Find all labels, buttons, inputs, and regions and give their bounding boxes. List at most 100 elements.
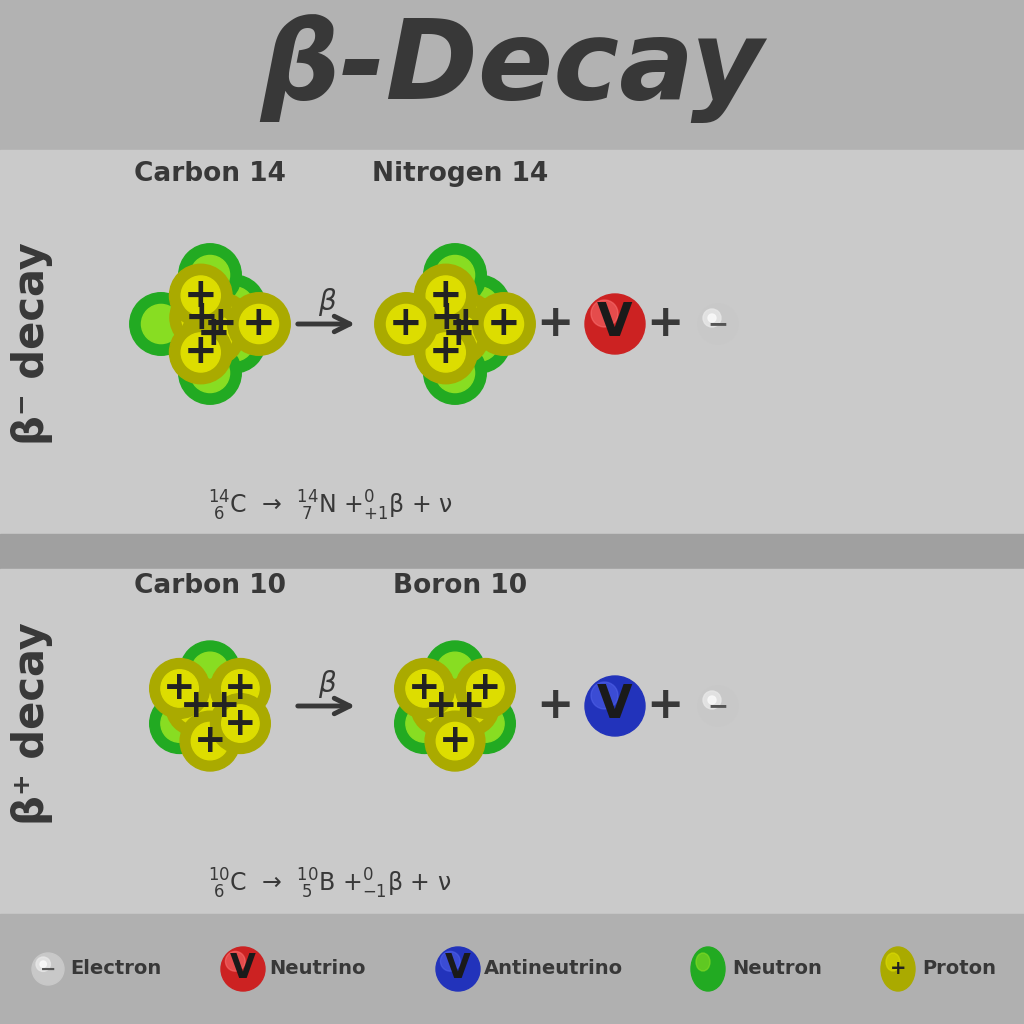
- Text: +: +: [469, 670, 502, 708]
- Circle shape: [415, 299, 477, 361]
- Circle shape: [438, 294, 478, 333]
- Circle shape: [708, 314, 716, 322]
- Circle shape: [386, 304, 426, 344]
- Circle shape: [150, 658, 210, 719]
- Circle shape: [426, 333, 465, 372]
- Circle shape: [591, 682, 618, 709]
- Bar: [0, 914, 1024, 1024]
- Circle shape: [435, 353, 474, 392]
- Circle shape: [425, 712, 485, 771]
- Circle shape: [440, 951, 460, 971]
- Circle shape: [425, 641, 485, 700]
- Text: +: +: [197, 314, 230, 354]
- Text: +: +: [204, 304, 238, 344]
- Text: +: +: [429, 298, 463, 338]
- Text: $\mathregular{^{10}_{\ 6}}$C  →  $\mathregular{^{10}_{\ 5}}$B +$\mathregular{^{0: $\mathregular{^{10}_{\ 6}}$C → $\mathreg…: [209, 867, 452, 901]
- Circle shape: [585, 294, 645, 354]
- Text: +: +: [429, 275, 463, 315]
- Text: V: V: [230, 952, 256, 985]
- Circle shape: [456, 693, 515, 754]
- Circle shape: [181, 298, 221, 337]
- Text: +: +: [194, 722, 226, 760]
- Circle shape: [225, 951, 245, 971]
- Circle shape: [436, 673, 474, 711]
- Text: +: +: [890, 959, 906, 979]
- Circle shape: [698, 686, 738, 726]
- Text: Carbon 10: Carbon 10: [134, 573, 286, 599]
- Circle shape: [427, 303, 489, 366]
- Circle shape: [467, 705, 504, 742]
- Circle shape: [36, 957, 50, 972]
- Text: +: +: [537, 302, 573, 345]
- Circle shape: [473, 293, 536, 355]
- Text: Proton: Proton: [922, 959, 996, 979]
- Circle shape: [436, 701, 474, 739]
- Text: +: +: [438, 722, 471, 760]
- Circle shape: [460, 287, 499, 326]
- Circle shape: [415, 264, 477, 327]
- Circle shape: [425, 690, 485, 751]
- Text: Carbon 14: Carbon 14: [134, 161, 286, 187]
- Circle shape: [191, 722, 228, 760]
- Circle shape: [181, 333, 220, 372]
- Circle shape: [240, 304, 279, 344]
- Text: +: +: [184, 275, 218, 315]
- Text: $\mathregular{^{14}_{\ 6}}$C  →  $\mathregular{^{14}_{\ 7}}$N +$\mathregular{^{0: $\mathregular{^{14}_{\ 6}}$C → $\mathreg…: [208, 488, 453, 523]
- Text: −: −: [40, 959, 56, 979]
- Circle shape: [446, 304, 485, 344]
- Text: +: +: [389, 304, 423, 344]
- Text: +: +: [441, 314, 475, 354]
- Text: +: +: [449, 304, 482, 344]
- Circle shape: [406, 304, 444, 344]
- Circle shape: [698, 304, 738, 344]
- Circle shape: [703, 691, 721, 709]
- Circle shape: [170, 299, 232, 361]
- Circle shape: [181, 275, 220, 315]
- Circle shape: [195, 676, 254, 736]
- Circle shape: [180, 690, 240, 751]
- Circle shape: [703, 309, 721, 327]
- Text: V: V: [445, 952, 471, 985]
- Circle shape: [191, 652, 228, 689]
- Circle shape: [456, 658, 515, 719]
- Text: +: +: [208, 687, 241, 725]
- Circle shape: [439, 676, 500, 736]
- Circle shape: [434, 293, 498, 355]
- Circle shape: [422, 687, 460, 725]
- Circle shape: [460, 322, 499, 361]
- Text: +: +: [646, 684, 684, 727]
- Circle shape: [406, 670, 443, 708]
- Circle shape: [189, 293, 252, 355]
- Circle shape: [170, 287, 232, 349]
- Text: +: +: [184, 333, 218, 373]
- Circle shape: [424, 244, 486, 306]
- Bar: [0, 569, 1024, 914]
- Text: Neutrino: Neutrino: [269, 959, 366, 979]
- Bar: [0, 534, 1024, 569]
- Circle shape: [170, 264, 232, 327]
- Circle shape: [211, 658, 270, 719]
- Circle shape: [194, 294, 232, 333]
- Circle shape: [203, 275, 265, 338]
- Circle shape: [425, 662, 485, 722]
- Ellipse shape: [886, 953, 900, 971]
- Circle shape: [194, 314, 232, 354]
- Circle shape: [411, 676, 471, 736]
- Text: Neutron: Neutron: [732, 959, 822, 979]
- Circle shape: [427, 283, 489, 345]
- Circle shape: [215, 322, 254, 361]
- Circle shape: [148, 293, 211, 355]
- Text: β-Decay: β-Decay: [260, 14, 764, 124]
- Circle shape: [375, 293, 437, 355]
- Text: +: +: [487, 304, 521, 344]
- Circle shape: [451, 687, 488, 725]
- Circle shape: [438, 314, 478, 354]
- Text: +: +: [409, 670, 441, 708]
- Text: β⁺ decay: β⁺ decay: [11, 623, 53, 825]
- Text: +: +: [424, 687, 457, 725]
- Circle shape: [415, 287, 477, 349]
- Ellipse shape: [881, 947, 915, 991]
- Circle shape: [415, 322, 477, 384]
- Circle shape: [32, 953, 63, 985]
- Circle shape: [436, 652, 474, 689]
